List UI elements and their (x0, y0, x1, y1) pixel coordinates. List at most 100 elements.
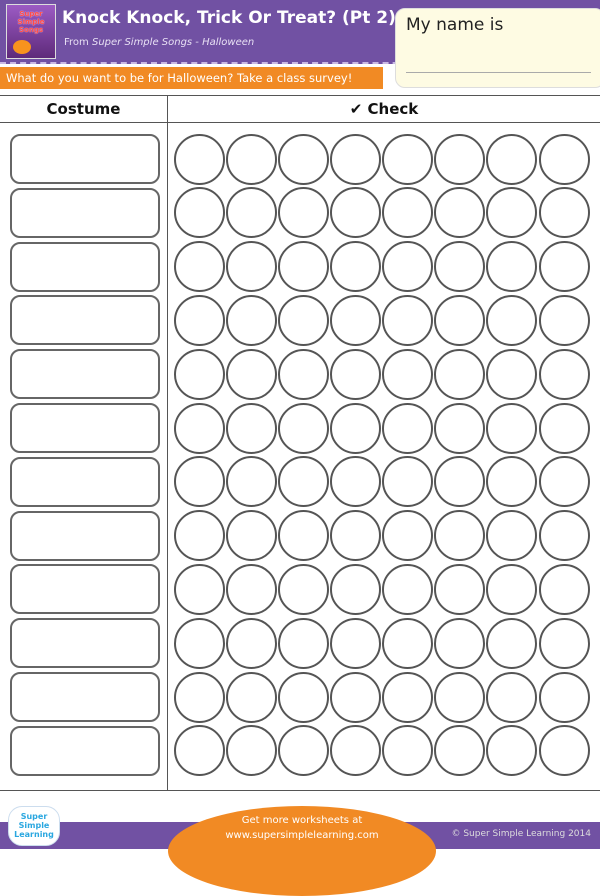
footer-link[interactable]: www.supersimplelearning.com (225, 830, 379, 841)
check-circle[interactable] (382, 402, 433, 454)
check-circle[interactable] (382, 456, 433, 508)
check-circle[interactable] (539, 294, 590, 346)
check-circle[interactable] (486, 510, 537, 562)
check-circle[interactable] (174, 241, 225, 293)
check-circle[interactable] (330, 725, 381, 777)
check-circle[interactable] (330, 348, 381, 400)
check-circle[interactable] (226, 671, 277, 723)
check-circle[interactable] (539, 133, 590, 185)
check-circle[interactable] (434, 510, 485, 562)
check-circle[interactable] (174, 294, 225, 346)
check-circle[interactable] (382, 294, 433, 346)
check-circle[interactable] (382, 187, 433, 239)
check-circle[interactable] (382, 617, 433, 669)
check-circle[interactable] (174, 671, 225, 723)
check-circle[interactable] (382, 133, 433, 185)
check-circle[interactable] (486, 348, 537, 400)
check-circle[interactable] (278, 348, 329, 400)
name-line[interactable] (406, 72, 591, 73)
check-circle[interactable] (539, 456, 590, 508)
check-circle[interactable] (434, 294, 485, 346)
check-circle[interactable] (382, 241, 433, 293)
check-circle[interactable] (174, 563, 225, 615)
check-circle[interactable] (382, 348, 433, 400)
check-circle[interactable] (330, 402, 381, 454)
check-circle[interactable] (382, 671, 433, 723)
costume-box[interactable] (10, 618, 160, 669)
check-circle[interactable] (539, 187, 590, 239)
check-circle[interactable] (486, 402, 537, 454)
check-circle[interactable] (330, 133, 381, 185)
check-circle[interactable] (278, 133, 329, 185)
check-circle[interactable] (486, 187, 537, 239)
check-circle[interactable] (226, 348, 277, 400)
check-circle[interactable] (434, 402, 485, 454)
check-circle[interactable] (539, 402, 590, 454)
check-circle[interactable] (278, 241, 329, 293)
check-circle[interactable] (382, 725, 433, 777)
check-circle[interactable] (382, 510, 433, 562)
check-circle[interactable] (486, 617, 537, 669)
check-circle[interactable] (174, 617, 225, 669)
check-circle[interactable] (226, 133, 277, 185)
check-circle[interactable] (486, 133, 537, 185)
check-circle[interactable] (174, 456, 225, 508)
check-circle[interactable] (486, 241, 537, 293)
check-circle[interactable] (539, 725, 590, 777)
check-circle[interactable] (434, 617, 485, 669)
check-circle[interactable] (278, 725, 329, 777)
costume-box[interactable] (10, 672, 160, 722)
check-circle[interactable] (382, 563, 433, 615)
check-circle[interactable] (226, 725, 277, 777)
costume-box[interactable] (10, 456, 160, 507)
check-circle[interactable] (434, 456, 485, 508)
check-circle[interactable] (174, 133, 225, 185)
name-box[interactable]: My name is (395, 8, 600, 88)
check-circle[interactable] (278, 617, 329, 669)
check-circle[interactable] (278, 671, 329, 723)
costume-box[interactable] (10, 564, 160, 615)
check-circle[interactable] (174, 725, 225, 777)
check-circle[interactable] (226, 241, 277, 293)
check-circle[interactable] (434, 348, 485, 400)
check-circle[interactable] (278, 563, 329, 615)
costume-box[interactable] (10, 241, 160, 292)
check-circle[interactable] (539, 348, 590, 400)
check-circle[interactable] (434, 241, 485, 293)
check-circle[interactable] (226, 510, 277, 562)
check-circle[interactable] (539, 510, 590, 562)
check-circle[interactable] (174, 402, 225, 454)
check-circle[interactable] (174, 187, 225, 239)
check-circle[interactable] (330, 187, 381, 239)
check-circle[interactable] (226, 402, 277, 454)
check-circle[interactable] (226, 563, 277, 615)
check-circle[interactable] (278, 402, 329, 454)
check-circle[interactable] (434, 187, 485, 239)
check-circle[interactable] (486, 725, 537, 777)
costume-box[interactable] (10, 187, 160, 238)
check-circle[interactable] (486, 294, 537, 346)
check-circle[interactable] (434, 725, 485, 777)
check-circle[interactable] (486, 456, 537, 508)
costume-box[interactable] (10, 510, 160, 561)
check-circle[interactable] (330, 510, 381, 562)
check-circle[interactable] (330, 241, 381, 293)
check-circle[interactable] (539, 671, 590, 723)
check-circle[interactable] (174, 510, 225, 562)
check-circle[interactable] (434, 563, 485, 615)
check-circle[interactable] (174, 348, 225, 400)
check-circle[interactable] (539, 241, 590, 293)
check-circle[interactable] (278, 294, 329, 346)
check-circle[interactable] (278, 187, 329, 239)
check-circle[interactable] (486, 563, 537, 615)
costume-box[interactable] (10, 403, 160, 453)
check-circle[interactable] (278, 456, 329, 508)
check-circle[interactable] (486, 671, 537, 723)
check-circle[interactable] (226, 294, 277, 346)
costume-box[interactable] (10, 725, 160, 776)
check-circle[interactable] (434, 133, 485, 185)
costume-box[interactable] (10, 295, 160, 346)
check-circle[interactable] (226, 187, 277, 239)
check-circle[interactable] (539, 617, 590, 669)
check-circle[interactable] (330, 456, 381, 508)
